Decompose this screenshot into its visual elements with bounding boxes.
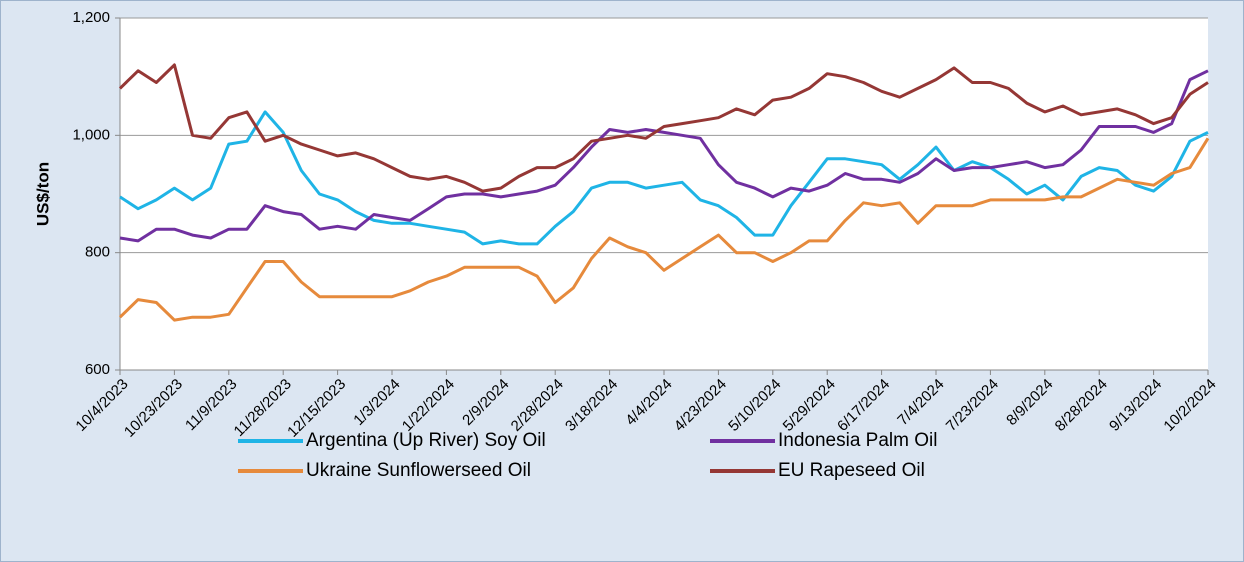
x-tick-label: 10/23/2023	[121, 376, 186, 441]
series-line	[119, 69, 1209, 243]
x-tick-label: 1/3/2024	[350, 376, 403, 429]
series-line	[119, 110, 1209, 246]
y-tick-label: 1,200	[72, 9, 110, 26]
legend-label: EU Rapeseed Oil	[778, 460, 925, 481]
x-tick-label: 3/18/2024	[562, 376, 621, 435]
x-tick-label: 5/10/2024	[725, 376, 784, 435]
x-tick-label: 7/4/2024	[894, 376, 947, 429]
x-tick-label: 10/2/2024	[1160, 376, 1219, 435]
plot-area	[120, 18, 1208, 370]
legend-label: Ukraine Sunflowerseed Oil	[306, 460, 531, 481]
y-tick-label: 1,000	[72, 126, 110, 143]
y-tick-label: 800	[85, 244, 110, 261]
x-tick-label: 8/9/2024	[1003, 376, 1056, 429]
x-tick-label: 6/17/2024	[834, 376, 893, 435]
x-tick-label: 2/9/2024	[459, 376, 512, 429]
y-tick-label: 600	[85, 361, 110, 378]
y-axis-label: US$/ton	[33, 162, 52, 226]
series-line	[118, 137, 1210, 322]
x-tick-label: 1/22/2024	[399, 376, 458, 435]
x-tick-label: 4/23/2024	[671, 376, 730, 435]
x-tick-label: 9/13/2024	[1106, 376, 1165, 435]
x-tick-label: 11/9/2023	[182, 376, 240, 434]
series-line	[118, 63, 1209, 193]
legend-label: Indonesia Palm Oil	[778, 430, 937, 451]
x-tick-label: 4/4/2024	[622, 376, 675, 429]
legend-label: Argentina (Up River) Soy Oil	[306, 430, 546, 451]
x-tick-label: 5/29/2024	[780, 376, 839, 435]
x-tick-label: 8/28/2024	[1052, 376, 1111, 435]
x-tick-label: 7/23/2024	[943, 376, 1002, 435]
x-tick-label: 2/28/2024	[508, 376, 567, 435]
